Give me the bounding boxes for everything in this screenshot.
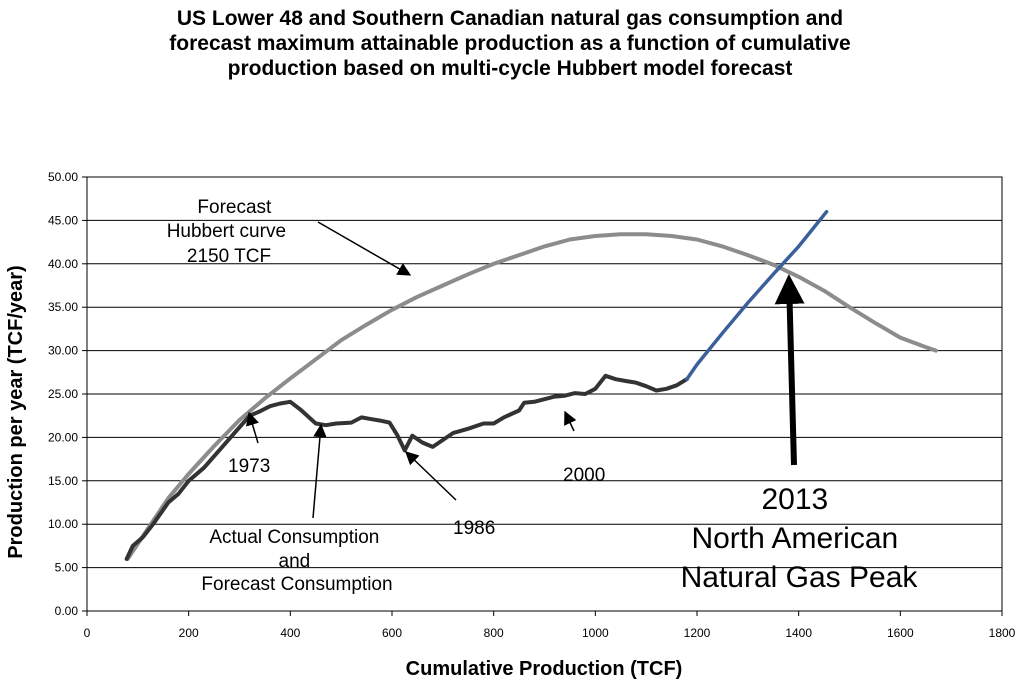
annotation-hubbert-line-1: Forecast	[197, 197, 272, 218]
annotation-actual-consumption: Actual Consumption and Forecast Consumpt…	[201, 527, 392, 595]
x-tick-label: 400	[280, 626, 300, 640]
y-axis: 0.00 5.00 10.00 15.00 20.00 25.00 30.00 35.00 40…	[48, 170, 87, 618]
y-tick-label: 35.00	[48, 300, 78, 314]
y-tick-label: 45.00	[48, 213, 78, 227]
annotation-arrows	[246, 221, 805, 519]
title-line-1: US Lower 48 and Southern Canadian natura…	[176, 7, 844, 30]
x-tick-label: 200	[179, 626, 199, 640]
y-axis-title: Production per year (TCF/year)	[5, 265, 27, 558]
peak-line-1: 2013	[761, 483, 828, 516]
series-line-hubbert	[125, 232, 938, 561]
annotation-2013-peak: 2013 North American Natural Gas Peak	[681, 483, 919, 594]
series-layer	[124, 209, 938, 561]
annotation-hubbert: Forecast Hubbert curve 2150 TCF	[167, 197, 292, 267]
title-line-2: forecast maximum attainable production a…	[169, 32, 851, 55]
annotation-hubbert-line-3: 2150 TCF	[187, 246, 271, 267]
y-tick-label: 10.00	[48, 517, 78, 531]
x-tick-label: 1600	[887, 626, 914, 640]
x-tick-label: 1400	[785, 626, 812, 640]
arrow-1986	[405, 451, 457, 501]
y-tick-label: 0.00	[55, 604, 79, 618]
y-tick-label: 15.00	[48, 474, 78, 488]
chart-title: US Lower 48 and Southern Canadian natura…	[60, 6, 960, 81]
grid-lines	[87, 219, 1002, 569]
y-tick-label: 50.00	[48, 170, 78, 184]
annotation-actual-line-3: Forecast Consumption	[201, 574, 392, 595]
series-line-actual-consumption	[124, 373, 689, 561]
y-tick-label: 20.00	[48, 430, 78, 444]
hubbert-label-arrow	[317, 221, 412, 276]
x-tick-label: 800	[484, 626, 504, 640]
x-tick-label: 600	[382, 626, 402, 640]
x-axis-title: Cumulative Production (TCF)	[406, 658, 683, 680]
arrow-2000	[564, 410, 577, 432]
annotation-2000: 2000	[563, 465, 605, 486]
arrow-actual-consumption	[312, 423, 327, 519]
peak-line-3: Natural Gas Peak	[681, 561, 919, 594]
arrow-1973	[246, 411, 259, 444]
y-tick-label: 40.00	[48, 257, 78, 271]
y-tick-label: 25.00	[48, 387, 78, 401]
x-axis: 0 200 400 600 800 1000 1200 1400 1600 1800	[84, 611, 1016, 640]
series-line-forecast-consumption	[685, 209, 829, 381]
x-tick-label: 1800	[989, 626, 1016, 640]
annotation-1986: 1986	[453, 518, 495, 539]
annotations: Forecast Hubbert curve 2150 TCF 1973 Act…	[167, 197, 919, 595]
annotation-1973: 1973	[228, 456, 270, 477]
peak-line-2: North American	[691, 522, 898, 555]
y-tick-label: 30.00	[48, 344, 78, 358]
x-tick-label: 0	[84, 626, 91, 640]
x-tick-label: 1000	[582, 626, 609, 640]
annotation-actual-line-1: Actual Consumption	[209, 527, 379, 548]
title-line-3: production based on multi-cycle Hubbert …	[227, 57, 793, 80]
x-tick-label: 1200	[684, 626, 711, 640]
arrow-2013-peak	[774, 274, 805, 466]
annotation-hubbert-line-2: Hubbert curve	[167, 221, 286, 242]
y-tick-label: 5.00	[55, 561, 79, 575]
annotation-actual-line-2: and	[279, 551, 311, 572]
